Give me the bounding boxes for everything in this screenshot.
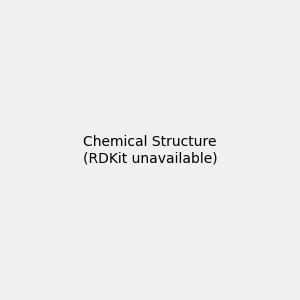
Text: Chemical Structure
(RDKit unavailable): Chemical Structure (RDKit unavailable) (83, 135, 217, 165)
